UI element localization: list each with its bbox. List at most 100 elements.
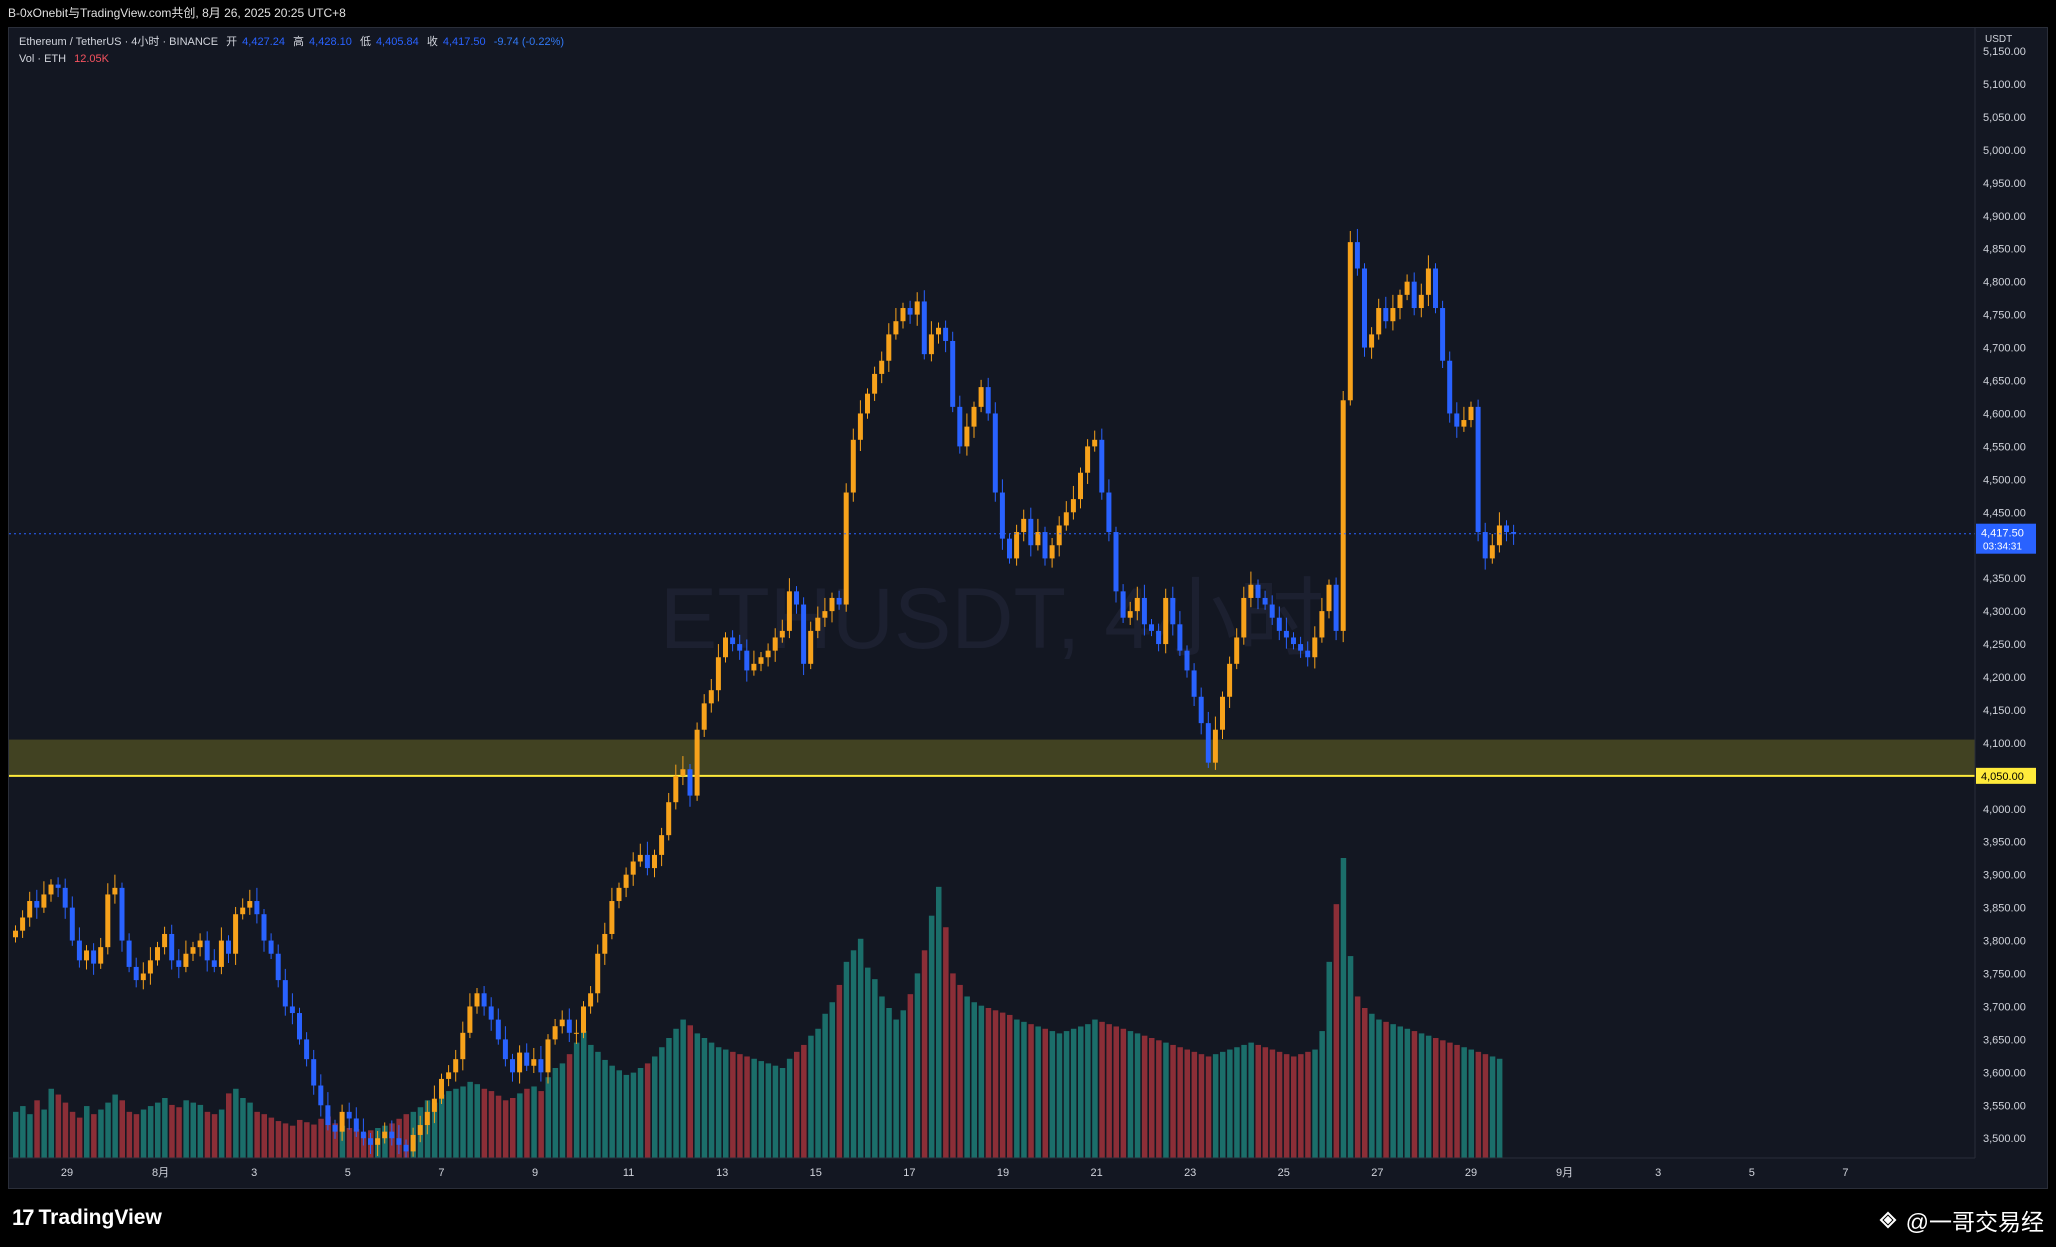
volume-bar: [581, 1031, 587, 1158]
low-value: 4,405.84: [375, 36, 419, 48]
binance-square-icon: [1879, 1211, 1897, 1229]
candle-body: [1283, 630, 1289, 638]
volume-bar: [1340, 858, 1347, 1158]
volume-bar: [1454, 1044, 1460, 1158]
price-tick: 3,650.00: [1983, 1034, 2026, 1046]
volume-bar: [1212, 1054, 1219, 1158]
candle-body: [98, 947, 104, 964]
candle-body: [304, 1039, 310, 1060]
candle-body: [1255, 584, 1261, 598]
candle-body: [1276, 617, 1282, 631]
candle-body: [1184, 650, 1190, 671]
volume-bar: [652, 1056, 658, 1158]
volume-bar: [1489, 1056, 1496, 1158]
candle-body: [1205, 723, 1211, 763]
candle-body: [48, 884, 54, 895]
volume-bar: [772, 1065, 779, 1158]
candle-body: [779, 630, 785, 638]
price-tick: 3,850.00: [1983, 903, 2026, 915]
candle-body: [119, 887, 125, 941]
candle-body: [950, 340, 956, 407]
volume-bar: [531, 1086, 537, 1158]
volume-bar: [204, 1111, 211, 1158]
candle-body: [1163, 597, 1169, 645]
volume-bar: [1241, 1044, 1247, 1158]
volume-bar: [1354, 996, 1361, 1158]
volume-bar: [765, 1063, 772, 1158]
volume-bar: [1035, 1026, 1041, 1158]
share-caption: B-0xOnebit与TradingView.com共创, 8月 26, 202…: [0, 0, 2056, 27]
volume-bar: [1347, 956, 1354, 1158]
volume-bar: [488, 1091, 495, 1158]
candle-body: [502, 1039, 508, 1060]
volume-bar: [261, 1114, 267, 1158]
price-axis: [1975, 28, 2047, 1188]
candle-body: [623, 874, 629, 888]
price-tick: 4,350.00: [1983, 573, 2026, 585]
candle-body: [1333, 584, 1339, 631]
candle-body: [353, 1118, 359, 1132]
volume-bar: [1276, 1051, 1283, 1158]
candle-body: [1156, 630, 1162, 645]
volume-bar: [836, 984, 843, 1158]
time-tick: 3: [251, 1167, 257, 1179]
volume-bar: [794, 1051, 800, 1158]
price-tick: 4,650.00: [1983, 376, 2026, 388]
candle-body: [581, 1006, 586, 1033]
volume-bar: [1291, 1056, 1297, 1158]
candle-body: [368, 1138, 373, 1145]
tradingview-logo[interactable]: 17 TradingView: [12, 1205, 162, 1231]
candle-body: [531, 1059, 537, 1066]
candle-body: [708, 690, 714, 704]
volume-bar: [467, 1081, 473, 1158]
candle-body: [1383, 308, 1389, 322]
price-tick: 4,200.00: [1983, 672, 2026, 684]
volume-bar: [169, 1104, 175, 1158]
candle-body: [786, 591, 792, 631]
price-tick: 3,950.00: [1983, 837, 2026, 849]
time-tick: 5: [1749, 1167, 1755, 1179]
volume-bar: [233, 1088, 239, 1158]
volume-bar: [41, 1109, 47, 1158]
candle-body: [339, 1111, 345, 1132]
candle-body: [439, 1078, 444, 1099]
candle-body: [865, 393, 870, 414]
candle-body: [1127, 611, 1133, 618]
candle-body: [91, 950, 97, 964]
price-tick: 4,500.00: [1983, 474, 2026, 486]
volume-bar: [715, 1047, 722, 1158]
volume-bar: [779, 1068, 786, 1158]
candle-body: [1220, 696, 1225, 730]
close-label: 收: [426, 36, 438, 48]
volume-bar: [524, 1088, 530, 1158]
candle-body: [850, 439, 856, 493]
volume-bar: [1283, 1054, 1290, 1158]
volume-bar: [247, 1102, 253, 1158]
volume-legend-row: Vol · ETH 12.05K: [19, 51, 569, 68]
price-tick: 5,050.00: [1983, 112, 2026, 124]
volume-bar: [119, 1100, 125, 1158]
time-axis: [9, 1158, 2047, 1188]
volume-bar: [197, 1104, 204, 1158]
chart-panel[interactable]: ETHUSDT, 4小时 USDT 5,150.00 5,100.00 5,050.00…: [8, 27, 2048, 1189]
volume-bar: [1149, 1038, 1155, 1158]
support-price-tag: [1976, 767, 2036, 784]
candle-body: [34, 901, 40, 908]
volume-bar: [190, 1102, 196, 1158]
time-tick: 7: [1842, 1167, 1848, 1179]
volume-bar: [240, 1098, 246, 1158]
volume-bar: [183, 1100, 189, 1158]
price-tick: 4,800.00: [1983, 277, 2026, 289]
candle-body: [289, 1006, 295, 1014]
candle-body: [992, 413, 998, 493]
volume-bar: [1248, 1042, 1254, 1158]
volume-bar: [346, 1128, 353, 1158]
volume-bar: [155, 1102, 161, 1158]
volume-bar: [957, 984, 963, 1158]
share-text: B-0xOnebit与TradingView.com共创, 8月 26, 202…: [8, 6, 346, 20]
price-tick: 4,950.00: [1983, 178, 2026, 190]
candle-body: [900, 308, 906, 322]
volume-bar: [1049, 1031, 1056, 1158]
tradingview-brand: TradingView: [38, 1206, 162, 1229]
